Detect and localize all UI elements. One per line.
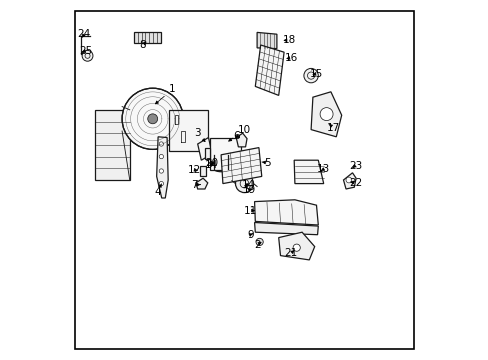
Text: 19: 19	[243, 185, 256, 195]
Polygon shape	[197, 138, 212, 160]
Text: 17: 17	[326, 123, 340, 133]
Polygon shape	[236, 133, 246, 147]
Polygon shape	[196, 178, 207, 189]
Text: 2: 2	[253, 240, 261, 250]
Polygon shape	[278, 232, 314, 260]
Circle shape	[159, 181, 163, 186]
Text: 23: 23	[348, 161, 361, 171]
Text: 15: 15	[309, 69, 323, 79]
Text: 10: 10	[228, 125, 250, 141]
Circle shape	[159, 142, 163, 146]
Circle shape	[235, 175, 253, 193]
Text: 20: 20	[204, 158, 218, 168]
Circle shape	[122, 88, 183, 149]
Circle shape	[159, 169, 163, 173]
Polygon shape	[343, 173, 355, 189]
Polygon shape	[200, 166, 205, 176]
Polygon shape	[254, 200, 318, 225]
Circle shape	[346, 177, 351, 183]
Polygon shape	[156, 137, 168, 198]
Polygon shape	[204, 148, 210, 159]
Polygon shape	[257, 32, 276, 49]
Text: 16: 16	[284, 53, 297, 63]
Text: 12: 12	[188, 165, 201, 175]
Text: 3: 3	[194, 128, 204, 141]
Ellipse shape	[214, 152, 227, 157]
Circle shape	[292, 244, 300, 251]
Text: 13: 13	[316, 164, 330, 174]
Text: 18: 18	[282, 35, 296, 45]
Polygon shape	[294, 160, 323, 184]
Text: 6: 6	[233, 131, 240, 141]
Text: 25: 25	[79, 46, 92, 56]
Polygon shape	[255, 45, 284, 95]
Circle shape	[159, 154, 163, 159]
Text: 24: 24	[78, 29, 91, 39]
Polygon shape	[134, 32, 161, 43]
Text: 7: 7	[190, 180, 200, 190]
Text: 14: 14	[204, 160, 218, 170]
Polygon shape	[168, 110, 208, 151]
Circle shape	[147, 114, 157, 124]
Text: 8: 8	[140, 40, 146, 50]
Text: 22: 22	[348, 178, 361, 188]
Text: 9: 9	[246, 230, 253, 240]
Ellipse shape	[214, 167, 227, 172]
Polygon shape	[210, 138, 241, 170]
Circle shape	[256, 238, 263, 246]
Polygon shape	[310, 92, 341, 137]
Text: 5: 5	[261, 158, 271, 168]
Text: 4: 4	[154, 184, 162, 197]
Polygon shape	[95, 110, 129, 180]
Circle shape	[320, 108, 332, 121]
Circle shape	[82, 50, 93, 61]
Circle shape	[303, 68, 318, 83]
Text: 14: 14	[242, 180, 255, 190]
Text: 11: 11	[244, 206, 257, 216]
Text: 21: 21	[284, 248, 297, 258]
Polygon shape	[254, 222, 318, 235]
Text: 1: 1	[155, 84, 176, 104]
Polygon shape	[221, 148, 261, 184]
